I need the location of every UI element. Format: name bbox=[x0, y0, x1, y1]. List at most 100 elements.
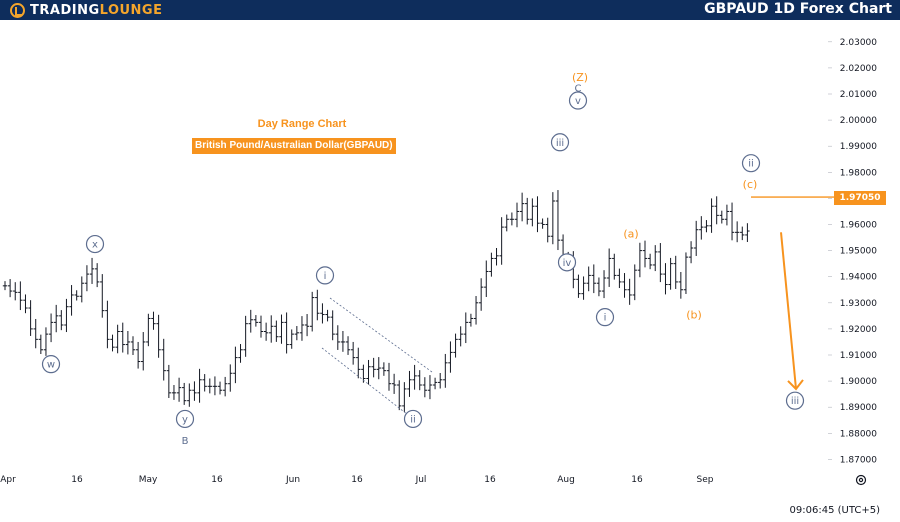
candle bbox=[658, 243, 663, 283]
candle bbox=[581, 276, 586, 300]
candle bbox=[678, 272, 684, 299]
tradinglounge-logo: TRADINGLOUNGE bbox=[10, 0, 162, 20]
candle bbox=[709, 198, 714, 233]
candle bbox=[407, 370, 412, 397]
candle bbox=[714, 196, 719, 225]
candle bbox=[397, 380, 402, 411]
wave-label-circle bbox=[315, 266, 335, 285]
candle bbox=[253, 315, 259, 327]
candle bbox=[494, 247, 499, 266]
candle bbox=[555, 190, 561, 251]
candle bbox=[427, 375, 433, 400]
candle bbox=[745, 223, 750, 242]
y-tick-label: 1.98000 bbox=[840, 168, 877, 178]
wave-label: ii bbox=[741, 154, 761, 173]
candle bbox=[417, 370, 422, 391]
candle bbox=[463, 312, 468, 344]
candle bbox=[48, 313, 54, 343]
candle bbox=[391, 373, 397, 394]
candle bbox=[499, 217, 504, 265]
y-tick-label: 1.88000 bbox=[840, 429, 877, 439]
candle bbox=[182, 382, 187, 405]
candle bbox=[699, 216, 704, 240]
candle bbox=[688, 241, 694, 264]
candle bbox=[233, 346, 238, 384]
settings-gear-icon[interactable] bbox=[855, 474, 867, 486]
wave-label-text: y bbox=[182, 414, 188, 425]
candle bbox=[601, 270, 607, 299]
candle bbox=[740, 226, 745, 241]
wave-label-circle bbox=[403, 409, 423, 429]
candle bbox=[279, 314, 284, 344]
wave-label: i bbox=[315, 266, 335, 285]
candle bbox=[386, 362, 392, 391]
clock-readout: 09:06:45 (UTC+5) bbox=[789, 505, 880, 516]
y-tick-label: 2.01000 bbox=[840, 90, 877, 100]
wave-label-circle bbox=[85, 234, 105, 254]
wave-label: (Z) bbox=[572, 71, 588, 84]
candle bbox=[458, 326, 463, 347]
candle bbox=[115, 324, 120, 354]
candle bbox=[166, 364, 172, 399]
candle bbox=[627, 278, 632, 305]
pair-badge: British Pound/Australian Dollar(GBPAUD) bbox=[192, 138, 396, 154]
candle bbox=[540, 218, 545, 229]
candle bbox=[310, 291, 315, 332]
candle bbox=[468, 313, 474, 327]
candle bbox=[243, 315, 248, 357]
candle bbox=[59, 310, 64, 331]
wave-label-circle bbox=[550, 133, 570, 152]
y-tick-label: 1.91000 bbox=[840, 351, 877, 361]
candle bbox=[478, 278, 484, 311]
candle bbox=[340, 330, 346, 352]
candle bbox=[258, 315, 264, 338]
y-tick-label: 1.89000 bbox=[840, 403, 877, 413]
candle bbox=[545, 217, 550, 243]
wave-label: (b) bbox=[686, 309, 702, 322]
candle bbox=[591, 264, 596, 294]
candle bbox=[734, 221, 740, 243]
candle bbox=[381, 362, 387, 376]
candle bbox=[161, 338, 166, 381]
wave-label: (c) bbox=[743, 178, 758, 191]
wave-label-circle bbox=[741, 154, 761, 173]
wave-label-text: (b) bbox=[686, 309, 702, 322]
candle bbox=[453, 333, 458, 358]
candle bbox=[473, 296, 479, 325]
candle bbox=[443, 353, 448, 388]
candle bbox=[617, 268, 622, 289]
candle bbox=[38, 334, 44, 355]
y-tick-label: 1.93000 bbox=[840, 299, 877, 309]
candle bbox=[156, 314, 161, 358]
candle bbox=[120, 322, 125, 353]
candle bbox=[135, 341, 141, 369]
candle bbox=[504, 214, 509, 232]
candle bbox=[33, 318, 38, 349]
candle bbox=[141, 332, 146, 371]
candle bbox=[269, 315, 274, 343]
candle bbox=[284, 312, 289, 354]
wave-label: ii bbox=[403, 409, 423, 429]
candle bbox=[606, 248, 612, 287]
wave-label: i bbox=[595, 308, 615, 327]
y-tick-label: 1.90000 bbox=[840, 377, 877, 387]
current-price-label: 1.97050 bbox=[834, 191, 886, 205]
candle bbox=[171, 385, 177, 400]
wave-label: iii bbox=[785, 391, 805, 410]
candle bbox=[2, 281, 8, 291]
candle bbox=[207, 378, 212, 394]
x-tick-label: 16 bbox=[484, 475, 496, 485]
y-tick-label: 2.00000 bbox=[840, 116, 877, 126]
candle bbox=[550, 192, 556, 245]
candle bbox=[222, 376, 228, 397]
candle bbox=[130, 336, 136, 355]
wave-label: iv bbox=[557, 253, 577, 272]
candle bbox=[647, 253, 653, 270]
candle bbox=[69, 285, 74, 316]
candle bbox=[110, 334, 115, 352]
wave-label-text: (a) bbox=[623, 228, 638, 241]
candle bbox=[248, 309, 253, 333]
candle bbox=[28, 300, 33, 336]
price-chart[interactable]: 2.03000 2.02000 2.01000 2.00000 1.99000 1.980… bbox=[0, 20, 900, 522]
candle bbox=[642, 240, 648, 268]
